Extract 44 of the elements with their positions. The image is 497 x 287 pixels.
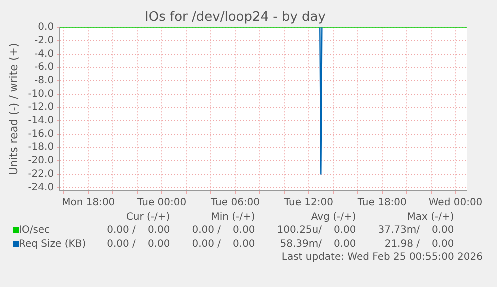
text: 0.00 / <box>191 238 222 252</box>
y-tick-label: -2.0 <box>34 36 54 47</box>
x-tick-label: Tue 06:00 <box>210 198 260 209</box>
text: Max (-/+) <box>406 212 456 224</box>
y-tick-label: -6.0 <box>34 62 54 74</box>
y-tick-label: -14.0 <box>28 116 54 127</box>
text: 0.00 <box>146 238 172 252</box>
text: 0.00 <box>146 224 172 238</box>
y-tick-label: -18.0 <box>28 142 54 154</box>
x-tick-label: Tue 18:00 <box>356 198 407 209</box>
text: 21.98 / <box>384 238 422 252</box>
text: 0.00 <box>431 238 456 252</box>
x-tick-label: Tue 00:00 <box>136 198 187 209</box>
y-tick-label: -22.0 <box>28 168 54 180</box>
y-axis-title: Units read (-) / write (+) <box>7 43 20 176</box>
text: Last update: Wed Feb 25 00:55:00 2026 <box>280 252 484 263</box>
text: Min (-/+) <box>210 212 256 224</box>
text: 0.00 / <box>106 238 137 252</box>
text: 0.00 <box>333 224 358 238</box>
chart-title: IOs for /dev/loop24 - by day <box>145 10 326 26</box>
text: 0.00 / <box>191 224 222 238</box>
y-tick-label: -4.0 <box>34 48 54 60</box>
text: 37.73m/ <box>377 224 422 238</box>
text: 0.00 <box>333 238 358 252</box>
y-tick-label: -16.0 <box>28 128 54 140</box>
y-tick-label: -12.0 <box>28 102 54 114</box>
x-tick-label: Wed 00:00 <box>428 198 483 209</box>
text: 0.00 / <box>106 224 137 238</box>
legend-label: Req Size (KB) <box>19 239 86 250</box>
text: Avg (-/+) <box>310 212 358 224</box>
x-tick-label: Tue 12:00 <box>283 198 334 209</box>
text: 100.25u/ <box>276 224 323 238</box>
text: 0.00 <box>431 224 456 238</box>
y-tick-label: -8.0 <box>34 76 54 87</box>
legend-label: IO/sec <box>19 225 50 236</box>
text: 0.00 <box>232 224 256 238</box>
y-tick-label: -20.0 <box>28 156 54 167</box>
text: Cur (-/+) <box>125 212 172 224</box>
x-tick-label: Mon 18:00 <box>62 198 116 209</box>
text: 0.00 <box>232 238 256 252</box>
y-tick-label: -24.0 <box>28 182 54 194</box>
y-tick-label: 0.0 <box>38 22 54 34</box>
text: 58.39m/ <box>279 238 323 252</box>
y-tick-label: -10.0 <box>28 88 54 100</box>
